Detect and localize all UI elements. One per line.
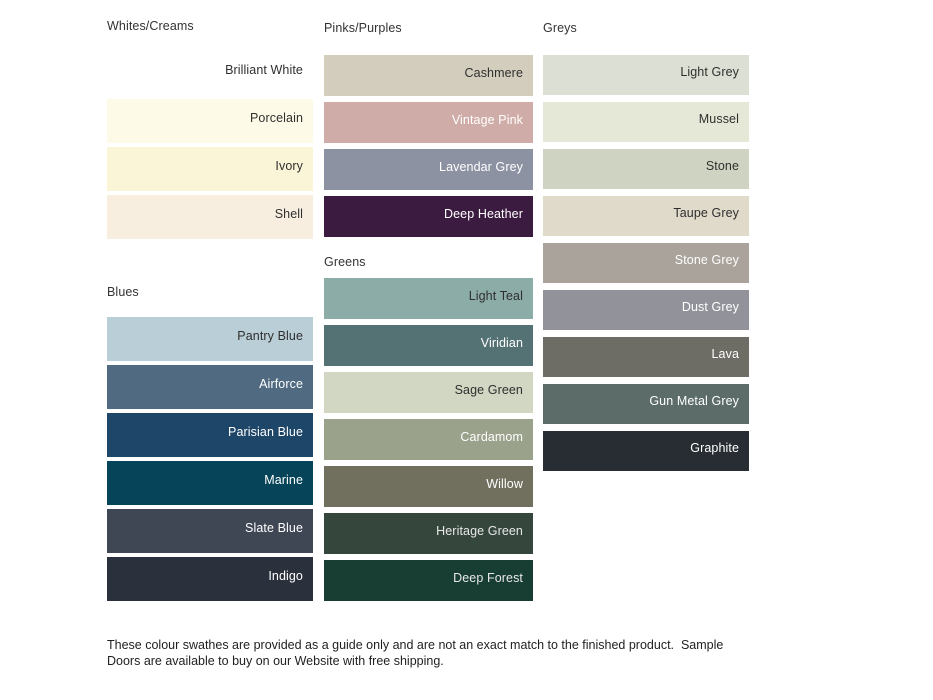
color-swatch: Slate Blue bbox=[107, 509, 313, 553]
swatch-label: Shell bbox=[274, 207, 303, 221]
color-swatch: Indigo bbox=[107, 557, 313, 601]
color-swatch: Vintage Pink bbox=[324, 102, 533, 143]
color-swatch: Mussel bbox=[543, 102, 749, 142]
swatch-label: Mussel bbox=[698, 112, 739, 126]
color-swatch: Viridian bbox=[324, 325, 533, 366]
swatch-label: Willow bbox=[486, 476, 523, 491]
color-swatch: Taupe Grey bbox=[543, 196, 749, 236]
swatch-label: Vintage Pink bbox=[451, 112, 523, 127]
color-swatch: Light Teal bbox=[324, 278, 533, 319]
color-swatch: Pantry Blue bbox=[107, 317, 313, 361]
swatch-label: Viridian bbox=[480, 335, 523, 350]
section-title: Greys bbox=[543, 21, 577, 35]
disclaimer: These colour swathes are provided as a g… bbox=[107, 638, 723, 669]
swatch-label: Sage Green bbox=[454, 382, 523, 397]
color-swatch: Deep Heather bbox=[324, 196, 533, 237]
color-swatch: Shell bbox=[107, 195, 313, 239]
column-greys: Greys Light Grey Mussel Stone Taupe Grey Ston… bbox=[543, 0, 749, 478]
swatch-label: Slate Blue bbox=[245, 521, 303, 535]
swatch-label: Lavendar Grey bbox=[439, 159, 523, 174]
palette-section: Blues Pantry Blue Airforce Parisian Blue Mar… bbox=[107, 285, 313, 601]
color-swatch: Graphite bbox=[543, 431, 749, 471]
swatch-label: Airforce bbox=[259, 377, 303, 391]
color-swatch: Stone bbox=[543, 149, 749, 189]
section-title: Greens bbox=[324, 255, 366, 269]
palette-section: Pinks/Purples Cashmere Vintage Pink Lavenda… bbox=[324, 21, 533, 237]
swatch-label: Gun Metal Grey bbox=[649, 394, 739, 408]
color-swatch: Brilliant White bbox=[107, 51, 313, 95]
color-swatch: Heritage Green bbox=[324, 513, 533, 554]
color-swatch: Deep Forest bbox=[324, 560, 533, 601]
color-swatch: Airforce bbox=[107, 365, 313, 409]
swatch-label: Light Teal bbox=[468, 288, 523, 303]
color-swatch: Light Grey bbox=[543, 55, 749, 95]
color-swatch: Parisian Blue bbox=[107, 413, 313, 457]
swatch-label: Ivory bbox=[275, 159, 303, 173]
swatch-label: Marine bbox=[264, 473, 303, 487]
color-swatch: Sage Green bbox=[324, 372, 533, 413]
disclaimer-line-2: Doors are available to buy on our Websit… bbox=[107, 653, 444, 668]
swatch-label: Porcelain bbox=[249, 111, 303, 125]
section-title: Whites/Creams bbox=[107, 19, 194, 33]
section-title: Pinks/Purples bbox=[324, 21, 402, 35]
swatch-label: Parisian Blue bbox=[228, 425, 303, 439]
swatch-label: Cashmere bbox=[464, 65, 523, 80]
swatch-label: Cardamom bbox=[460, 429, 523, 444]
color-swatch: Lavendar Grey bbox=[324, 149, 533, 190]
swatch-label: Stone bbox=[705, 159, 739, 173]
swatch-label: Stone Grey bbox=[674, 253, 739, 267]
palette-section: Greens Light Teal Viridian Sage Green Cardam… bbox=[324, 255, 533, 601]
column-pinks-greens: Pinks/Purples Cashmere Vintage Pink Lavenda… bbox=[324, 0, 533, 607]
color-swatch: Lava bbox=[543, 337, 749, 377]
color-swatch: Stone Grey bbox=[543, 243, 749, 283]
color-swatch: Gun Metal Grey bbox=[543, 384, 749, 424]
color-swatch: Ivory bbox=[107, 147, 313, 191]
color-swatch: Cashmere bbox=[324, 55, 533, 96]
swatch-label: Dust Grey bbox=[681, 300, 739, 314]
color-swatch: Porcelain bbox=[107, 99, 313, 143]
swatch-label: Deep Heather bbox=[443, 206, 523, 221]
swatch-label: Lava bbox=[711, 347, 739, 361]
palette-section: Whites/Creams Brilliant White Porcelain Ivo… bbox=[107, 19, 313, 239]
section-title: Blues bbox=[107, 285, 139, 299]
color-swatch: Marine bbox=[107, 461, 313, 505]
swatch-label: Taupe Grey bbox=[673, 206, 739, 220]
color-swatch: Dust Grey bbox=[543, 290, 749, 330]
disclaimer-line-1: These colour swathes are provided as a g… bbox=[107, 638, 724, 652]
swatch-label: Heritage Green bbox=[436, 523, 523, 538]
swatch-label: Indigo bbox=[268, 569, 303, 583]
swatch-label: Deep Forest bbox=[453, 570, 523, 585]
swatch-label: Brilliant White bbox=[225, 63, 303, 77]
color-swatch: Willow bbox=[324, 466, 533, 507]
swatch-label: Light Grey bbox=[680, 65, 739, 79]
color-swatch: Cardamom bbox=[324, 419, 533, 460]
column-whites-blues: Whites/Creams Brilliant White Porcelain Ivo… bbox=[107, 0, 313, 605]
palette-section: Greys Light Grey Mussel Stone Taupe Grey Ston… bbox=[543, 21, 749, 471]
swatch-label: Pantry Blue bbox=[237, 329, 303, 343]
swatch-label: Graphite bbox=[690, 441, 739, 455]
